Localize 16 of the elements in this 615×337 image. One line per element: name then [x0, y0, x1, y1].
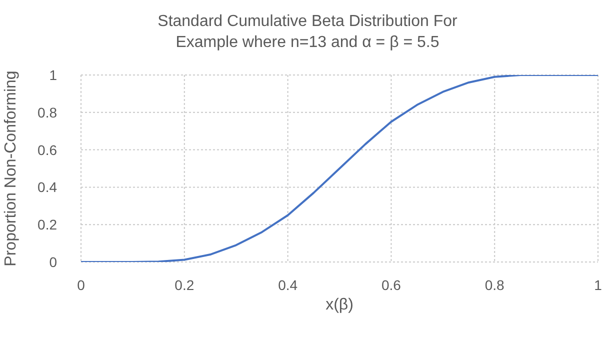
x-tick-label: 1: [594, 276, 602, 293]
y-tick-label: 0.2: [38, 216, 58, 233]
line-series: [81, 75, 598, 262]
x-tick-label: 0.8: [484, 276, 505, 293]
x-axis-title: x(β): [326, 296, 354, 314]
y-tick-label: 0: [49, 254, 58, 270]
x-tick-label: 0.4: [278, 276, 298, 293]
y-tick-label: 0.4: [38, 179, 58, 196]
y-tick-label: 0.8: [38, 104, 58, 120]
x-tick-label: 0: [77, 276, 86, 293]
x-tick-label: 0.6: [381, 276, 402, 293]
y-tick-label: 1: [49, 66, 58, 83]
y-tick-label: 0.6: [38, 142, 58, 158]
y-axis-title: Proportion Non-Conforming: [2, 70, 20, 266]
x-tick-label: 0.2: [174, 276, 194, 293]
chart-title: Standard Cumulative Beta Distribution For Example where n=13 and α = β = 5.5: [156, 12, 458, 53]
